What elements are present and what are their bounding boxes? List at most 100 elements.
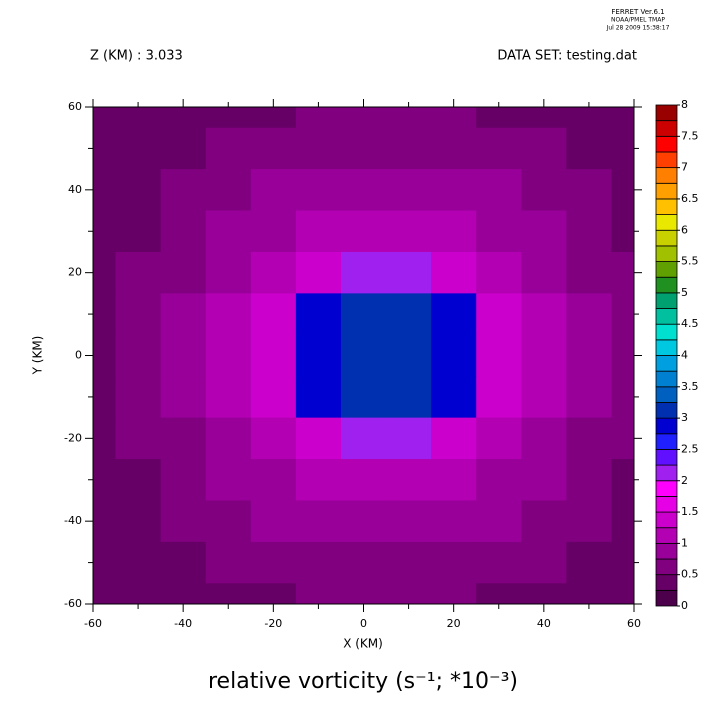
contour-cell bbox=[93, 334, 117, 377]
contour-cell bbox=[340, 210, 387, 253]
y-tick-label: -20 bbox=[64, 431, 82, 444]
colorbar-box bbox=[655, 198, 678, 215]
x-axis-label: X (KM) bbox=[343, 637, 383, 651]
contour-cell bbox=[611, 127, 634, 170]
contour-cell bbox=[386, 500, 432, 543]
contour-cell bbox=[566, 583, 612, 604]
contour-cell bbox=[521, 127, 567, 170]
contour-cell bbox=[521, 293, 567, 336]
contour-cell bbox=[93, 459, 117, 501]
colorbar-box bbox=[655, 276, 678, 294]
contour-cell bbox=[476, 251, 522, 294]
contour-cell bbox=[295, 459, 342, 501]
colorbar-box bbox=[655, 558, 678, 576]
colorbar-box bbox=[655, 511, 678, 529]
colorbar-box bbox=[655, 120, 678, 137]
colorbar-label: 0.5 bbox=[681, 568, 699, 581]
contour-cell bbox=[476, 127, 522, 170]
contour-cell bbox=[340, 169, 387, 212]
x-tick-label: 0 bbox=[360, 617, 367, 630]
contour-cell bbox=[295, 376, 342, 419]
x-tick-label: -60 bbox=[84, 617, 102, 630]
colorbar-box bbox=[655, 104, 678, 122]
contour-cell bbox=[611, 334, 634, 377]
contour-cell bbox=[160, 107, 207, 129]
contour-cell bbox=[93, 541, 117, 584]
contour-cell bbox=[566, 459, 612, 501]
contour-cell bbox=[566, 417, 612, 460]
contour-cell bbox=[340, 459, 387, 501]
colorbar-box bbox=[655, 355, 678, 372]
contour-cell bbox=[386, 251, 432, 294]
contour-cell bbox=[160, 459, 207, 501]
contour-cell bbox=[250, 376, 297, 419]
contour-cell bbox=[611, 500, 634, 543]
contour-cell bbox=[93, 500, 117, 543]
y-axis-label: Y (KM) bbox=[31, 336, 45, 376]
contour-cell bbox=[431, 376, 477, 419]
contour-cell bbox=[431, 459, 477, 501]
contour-cell bbox=[160, 376, 207, 419]
contour-cell bbox=[521, 210, 567, 253]
contour-cell bbox=[611, 541, 634, 584]
contour-cell bbox=[476, 107, 522, 129]
contour-cell bbox=[93, 293, 117, 336]
header-line: FERRET Ver.6.1 bbox=[611, 8, 664, 16]
colorbar-label: 2 bbox=[681, 474, 688, 487]
contour-cell bbox=[431, 541, 477, 584]
contour-cell bbox=[115, 169, 162, 212]
contour-cell bbox=[340, 583, 387, 604]
contour-cell bbox=[115, 293, 162, 336]
colorbar-box bbox=[655, 182, 678, 200]
colorbar-label: 3 bbox=[681, 411, 688, 424]
y-tick-label: 40 bbox=[68, 183, 82, 196]
contour-cell bbox=[431, 107, 477, 129]
colorbar-box bbox=[655, 449, 678, 466]
contour-cell bbox=[205, 210, 252, 253]
contour-cell bbox=[566, 500, 612, 543]
y-tick-label: 0 bbox=[75, 349, 82, 362]
contour-cell bbox=[566, 376, 612, 419]
contour-cell bbox=[115, 376, 162, 419]
contour-cell bbox=[340, 541, 387, 584]
contour-cell bbox=[205, 459, 252, 501]
contour-cell bbox=[115, 417, 162, 460]
contour-cell bbox=[115, 334, 162, 377]
colorbar-label: 5.5 bbox=[681, 255, 699, 268]
contour-cell bbox=[295, 169, 342, 212]
contour-cell bbox=[431, 293, 477, 336]
contour-cell bbox=[386, 169, 432, 212]
contour-cell bbox=[431, 127, 477, 170]
subtitle-right: DATA SET: testing.dat bbox=[497, 49, 637, 64]
contour-cell bbox=[93, 107, 117, 129]
contour-cell bbox=[205, 107, 252, 129]
contour-cell bbox=[250, 459, 297, 501]
contour-cell bbox=[386, 376, 432, 419]
contour-cell bbox=[160, 251, 207, 294]
contour-cell bbox=[476, 210, 522, 253]
colorbar-box bbox=[655, 245, 678, 262]
contour-cell bbox=[521, 541, 567, 584]
colorbar-box bbox=[655, 386, 678, 403]
colorbar-label: 0 bbox=[681, 599, 688, 612]
colorbar-label: 1.5 bbox=[681, 505, 699, 518]
contour-cell bbox=[250, 334, 297, 377]
contour-cell bbox=[386, 459, 432, 501]
contour-cell bbox=[611, 210, 634, 253]
contour-cell bbox=[431, 334, 477, 377]
contour-field bbox=[93, 107, 634, 604]
x-tick-label: -20 bbox=[264, 617, 282, 630]
contour-cell bbox=[476, 376, 522, 419]
colorbar-box bbox=[655, 308, 678, 325]
contour-cell bbox=[521, 500, 567, 543]
contour-cell bbox=[250, 500, 297, 543]
contour-cell bbox=[431, 251, 477, 294]
contour-cell bbox=[566, 127, 612, 170]
contour-cell bbox=[566, 334, 612, 377]
contour-cell bbox=[295, 500, 342, 543]
colorbar-box bbox=[655, 542, 678, 560]
contour-cell bbox=[205, 500, 252, 543]
contour-cell bbox=[431, 210, 477, 253]
contour-cell bbox=[205, 127, 252, 170]
contour-cell bbox=[611, 459, 634, 501]
